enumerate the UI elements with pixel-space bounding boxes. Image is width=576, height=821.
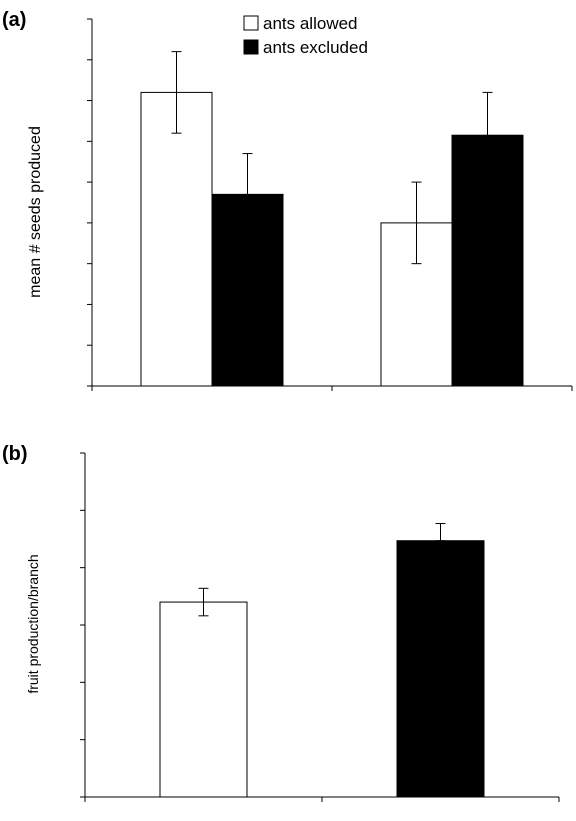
panel-a-legend: ants allowed ants excluded: [243, 14, 368, 57]
legend-label-ants-excluded: ants excluded: [263, 38, 368, 57]
panel-b-y-axis-label: fruit production/branch: [25, 554, 41, 693]
panel-b-ticks: [80, 452, 85, 798]
panel-b-bars: [159, 523, 485, 798]
panel-a-axes: [91, 19, 573, 391]
panel-a-label: (a): [2, 9, 26, 31]
bar-hemiptera-ants-allowed: [140, 91, 213, 387]
legend-label-ants-allowed: ants allowed: [263, 14, 358, 33]
panel-b-label: (b): [2, 443, 28, 465]
legend-swatch-ants-allowed: [243, 15, 259, 31]
panel-b: (b) fruit production/branch: [2, 443, 560, 802]
legend-swatch-ants-excluded: [243, 39, 259, 55]
panel-b-axes: [84, 453, 560, 802]
panel-a-ticks: [87, 18, 92, 387]
panel-a-y-axis-label: mean # seeds produced: [27, 126, 44, 298]
bar-ants-excluded: [396, 540, 485, 798]
panel-a-bars: [140, 51, 524, 387]
bar-ants-allowed: [159, 601, 248, 798]
panel-a: (a) mean # seeds produced ants allowed a…: [2, 9, 573, 391]
